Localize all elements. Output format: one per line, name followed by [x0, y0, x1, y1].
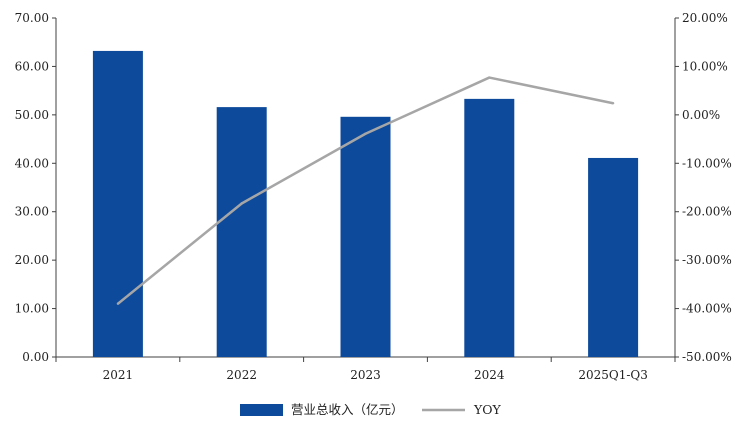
x-tick-label: 2024: [474, 368, 505, 382]
yoy-point: [240, 202, 243, 205]
revenue-bar: [216, 107, 267, 357]
left-tick-label: 30.00: [15, 205, 49, 219]
left-tick-label: 70.00: [15, 11, 49, 25]
x-tick-label: 2025Q1-Q3: [578, 368, 648, 382]
left-tick-label: 60.00: [15, 59, 49, 73]
yoy-point: [364, 132, 367, 135]
yoy-point: [116, 302, 120, 305]
yoy-point: [611, 102, 615, 105]
right-tick-label: 10.00%: [682, 59, 728, 73]
right-tick-label: 0.00%: [682, 108, 720, 122]
left-tick-label: 20.00: [15, 253, 49, 267]
revenue-bar: [92, 50, 143, 357]
left-tick-label: 40.00: [15, 156, 49, 170]
x-tick-label: 2021: [103, 368, 134, 382]
left-tick-label: 0.00: [22, 350, 49, 364]
revenue-bar: [588, 157, 639, 357]
axes: 0.00 10.00 20.00 30.00 40.00 50.00 60.00 70.00 -…: [15, 11, 732, 382]
bars: [92, 50, 639, 358]
right-tick-label: -50.00%: [682, 350, 732, 364]
legend-label-yoy: YOY: [473, 402, 501, 417]
legend-swatch-revenue: [240, 404, 283, 416]
right-tick-label: 20.00%: [682, 11, 728, 25]
right-tick-label: -40.00%: [682, 302, 732, 316]
left-tick-label: 50.00: [15, 108, 49, 122]
right-tick-label: -30.00%: [682, 253, 732, 267]
right-tick-label: -10.00%: [682, 156, 732, 170]
left-tick-label: 10.00: [15, 302, 49, 316]
yoy-point: [488, 76, 491, 79]
legend: 营业总收入（亿元） YOY: [240, 402, 501, 417]
yoy-line-group: [116, 76, 615, 305]
x-tick-label: 2022: [226, 368, 257, 382]
revenue-bar: [340, 116, 391, 358]
legend-label-revenue: 营业总收入（亿元）: [291, 402, 404, 417]
revenue-bar: [464, 98, 515, 357]
right-tick-label: -20.00%: [682, 205, 732, 219]
x-tick-label: 2023: [350, 368, 381, 382]
